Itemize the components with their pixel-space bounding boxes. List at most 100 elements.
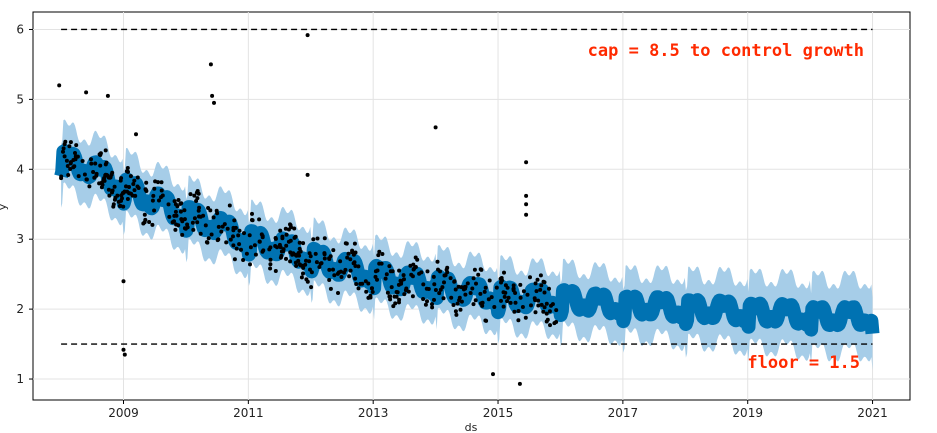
observed-point [482, 289, 487, 294]
observed-point [463, 292, 468, 297]
observed-point [135, 175, 140, 180]
observed-point [454, 312, 459, 317]
outlier-point [57, 83, 62, 88]
x-tick-label: 2015 [483, 406, 514, 420]
observed-point [445, 270, 450, 275]
observed-point [529, 303, 533, 308]
observed-point [315, 236, 320, 241]
observed-point [301, 241, 306, 246]
observed-point [167, 214, 172, 219]
observed-point [182, 208, 187, 213]
observed-point [261, 248, 266, 253]
observed-point [480, 300, 485, 305]
observed-point [465, 281, 470, 286]
observed-point [352, 241, 357, 246]
observed-point [273, 236, 278, 240]
observed-point [508, 300, 513, 305]
observed-point [314, 260, 319, 265]
observed-point [436, 267, 440, 272]
observed-point [257, 239, 262, 244]
observed-point [236, 233, 241, 238]
observed-point [430, 305, 435, 310]
outlier-point [433, 125, 438, 130]
x-tick-label: 2019 [732, 406, 763, 420]
observed-point [288, 259, 293, 264]
observed-point [237, 228, 242, 233]
observed-point [426, 287, 431, 291]
observed-point [231, 243, 236, 248]
outlier-point [524, 212, 529, 217]
observed-point [206, 206, 211, 210]
outlier-point [121, 279, 126, 284]
forecast-path [54, 144, 880, 337]
observed-point [358, 281, 363, 286]
observed-point [396, 282, 401, 287]
observed-point [309, 270, 314, 275]
observed-point [442, 273, 447, 278]
observed-point [534, 289, 539, 294]
observed-point [297, 253, 302, 258]
observed-point [502, 270, 506, 275]
outlier-point [84, 90, 89, 95]
outlier-point [305, 172, 310, 177]
observed-point [452, 279, 457, 284]
outlier-point [517, 381, 522, 386]
observed-point [241, 258, 246, 262]
observed-point [76, 174, 81, 179]
observed-point [195, 189, 200, 193]
observed-point [252, 243, 257, 248]
observed-point [410, 294, 415, 299]
outlier-point [122, 352, 127, 357]
x-tick-label: 2017 [608, 406, 639, 420]
observed-point [544, 311, 549, 316]
observed-point [299, 275, 304, 280]
observed-point [239, 247, 243, 252]
observed-point [204, 240, 209, 245]
outlier-point [105, 93, 110, 98]
observed-point [159, 180, 164, 185]
observed-point [197, 214, 201, 219]
observed-point [297, 240, 302, 245]
observed-point [173, 209, 178, 214]
observed-point [350, 248, 355, 253]
observed-point [463, 286, 468, 291]
observed-point [431, 274, 436, 279]
observed-point [501, 304, 506, 309]
observed-point [308, 254, 313, 259]
observed-point [451, 303, 456, 307]
observed-point [98, 163, 103, 168]
observed-point [471, 276, 476, 281]
observed-point [111, 202, 116, 207]
observed-point [433, 288, 438, 292]
observed-point [486, 297, 491, 302]
observed-point [62, 154, 67, 159]
observed-point [440, 285, 445, 290]
observed-point [533, 281, 538, 286]
observed-point [373, 274, 378, 279]
observed-point [288, 250, 293, 255]
observed-point [547, 286, 551, 291]
observed-point [142, 212, 147, 217]
observed-point [387, 264, 392, 269]
observed-point [89, 157, 93, 162]
observed-point [119, 198, 123, 203]
observed-point [301, 271, 305, 276]
observed-point [192, 193, 197, 198]
observed-point [84, 177, 89, 182]
observed-point [125, 189, 130, 194]
observed-point [248, 262, 252, 267]
observed-point [232, 218, 237, 223]
observed-point [545, 317, 550, 322]
observed-point [437, 291, 442, 296]
observed-point [423, 302, 428, 307]
observed-point [195, 220, 200, 225]
observed-point [516, 318, 521, 323]
observed-point [327, 256, 332, 261]
observed-point [402, 277, 406, 282]
observed-point [528, 275, 532, 280]
observed-point [231, 234, 235, 239]
observed-point [68, 167, 73, 171]
observed-point [550, 302, 555, 307]
observed-point [356, 286, 361, 291]
